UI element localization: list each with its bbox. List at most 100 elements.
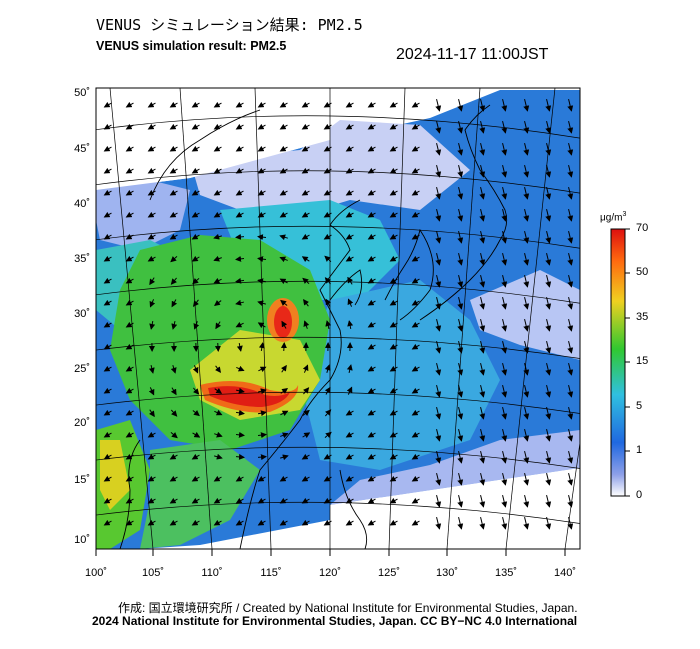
wind-arrow	[345, 233, 354, 240]
lon-label-115: 115˚	[260, 567, 281, 579]
wind-arrow	[501, 385, 508, 398]
wind-arrow	[257, 410, 267, 417]
wind-arrow	[435, 187, 442, 200]
wind-arrow	[170, 387, 177, 396]
wind-arrow	[367, 167, 376, 174]
wind-arrow	[169, 475, 178, 482]
wind-arrow	[523, 297, 530, 310]
wind-arrow	[346, 364, 353, 374]
wind-arrow	[411, 167, 420, 174]
wind-arrow	[191, 167, 200, 174]
wind-arrow	[435, 319, 442, 332]
wind-arrow	[479, 297, 486, 310]
wind-arrow	[545, 451, 552, 464]
wind-arrow	[103, 123, 112, 130]
wind-arrow	[457, 143, 464, 156]
wind-arrow	[235, 519, 244, 526]
wind-arrow	[103, 189, 112, 196]
wind-arrow	[367, 365, 376, 372]
wind-arrow	[411, 321, 420, 328]
wind-arrow	[125, 409, 134, 416]
wind-arrow	[523, 341, 530, 354]
wind-arrow	[213, 123, 222, 130]
wind-arrow	[367, 431, 376, 438]
wind-arrow	[567, 231, 574, 244]
colorbar-unit: μg/m3	[600, 211, 626, 223]
wind-arrow	[367, 233, 376, 240]
wind-arrow	[149, 320, 156, 330]
wind-arrow	[479, 143, 486, 156]
wind-arrow	[103, 233, 112, 240]
wind-arrow	[567, 121, 574, 134]
wind-arrow	[567, 165, 574, 178]
wind-arrow	[345, 211, 354, 218]
wind-arrow	[323, 101, 332, 108]
wind-arrow	[479, 231, 486, 244]
wind-arrow	[149, 299, 156, 308]
wind-arrow	[457, 297, 464, 310]
wind-arrow	[103, 497, 112, 504]
wind-arrow	[567, 363, 574, 376]
wind-arrow	[103, 299, 112, 306]
wind-arrow	[567, 297, 574, 310]
forecast-timestamp: 2024-11-17 11:00JST	[396, 46, 549, 63]
wind-arrow	[235, 497, 244, 504]
wind-arrow	[147, 145, 156, 152]
colorbar-label-5: 5	[636, 400, 643, 412]
wind-arrow	[192, 365, 199, 374]
colorbar	[610, 228, 626, 497]
wind-arrow	[389, 167, 398, 174]
wind-arrow	[479, 363, 486, 376]
colorbar-label-0: 0	[636, 489, 643, 501]
wind-arrow	[279, 123, 288, 130]
colorbar-label-1: 1	[636, 444, 643, 456]
wind-arrow	[103, 211, 112, 218]
wind-arrow	[567, 99, 574, 112]
wind-arrow	[235, 409, 245, 416]
wind-arrow	[545, 407, 552, 420]
wind-arrow	[523, 253, 530, 266]
wind-arrow	[501, 187, 508, 200]
wind-arrow	[567, 407, 574, 420]
wind-arrow	[125, 211, 134, 218]
wind-arrow	[301, 475, 310, 482]
wind-arrow	[457, 187, 464, 200]
wind-arrow	[213, 519, 222, 526]
wind-arrow	[103, 431, 112, 438]
wind-arrow	[567, 275, 574, 288]
wind-arrow	[411, 409, 420, 416]
wind-arrow	[323, 211, 332, 218]
wind-arrow	[236, 365, 245, 372]
wind-arrow	[125, 123, 134, 130]
wind-arrow	[411, 365, 420, 372]
wind-arrow	[192, 410, 200, 417]
wind-arrow	[523, 121, 530, 134]
wind-arrow	[323, 145, 332, 152]
wind-arrow	[213, 167, 222, 174]
lon-labels: 100˚ 105˚ 110˚ 115˚ 120˚ 125˚ 130˚ 135˚ …	[85, 567, 576, 579]
wind-arrow	[479, 385, 486, 398]
wind-arrow	[435, 407, 442, 420]
wind-arrow	[501, 341, 508, 354]
wind-arrow	[345, 167, 354, 174]
lat-label-10: 10˚	[74, 534, 90, 546]
wind-arrow	[125, 497, 134, 504]
wind-arrow	[171, 299, 178, 308]
wind-arrow	[389, 101, 398, 108]
wind-arrow	[545, 297, 552, 310]
wind-arrow	[214, 409, 223, 416]
wind-arrow	[257, 322, 266, 329]
wind-arrow	[523, 319, 530, 332]
wind-arrow	[279, 475, 288, 482]
wind-arrow	[193, 387, 200, 395]
wind-arrow	[257, 211, 266, 218]
wind-arrow	[457, 451, 464, 464]
wind-arrow	[411, 101, 420, 108]
colorbar-label-35: 35	[636, 311, 649, 323]
wind-arrow	[523, 209, 530, 222]
wind-arrow	[279, 145, 288, 152]
wind-arrow	[545, 385, 552, 398]
wind-arrow	[103, 101, 112, 108]
wind-arrow	[501, 451, 508, 464]
